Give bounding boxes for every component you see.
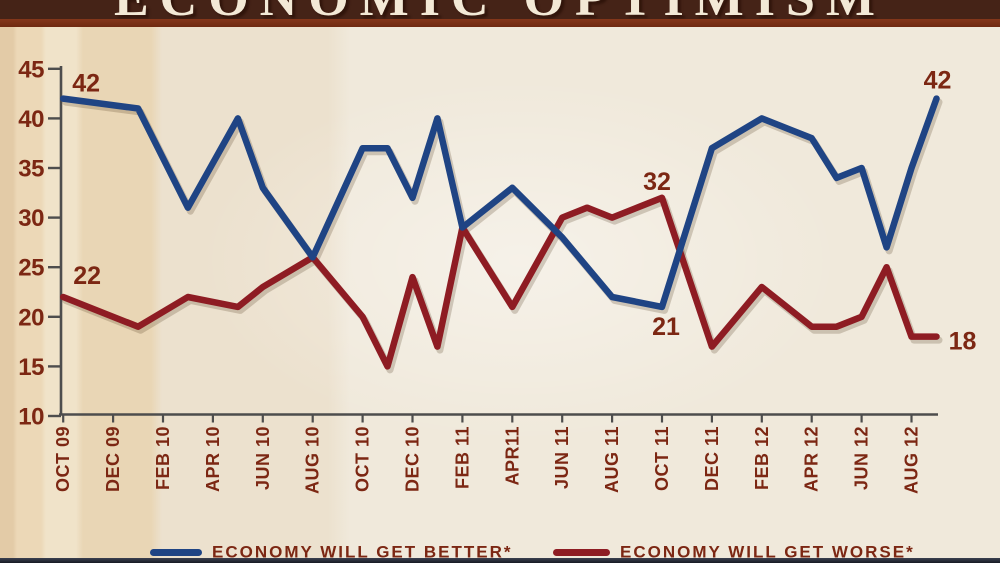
annotation-value: 21 [652,313,680,341]
x-tick-label: FEB 12 [752,426,772,490]
y-tick-label: 15 [18,354,44,381]
x-tick-label: DEC 11 [702,426,722,491]
x-tick-label: OCT 09 [53,426,73,492]
chart-legend: ECONOMY WILL GET BETTER* ECONOMY WILL GE… [0,543,1000,562]
x-tick-label: DEC 09 [103,426,123,492]
x-tick-label: JUN 10 [253,426,273,490]
x-tick-label: JUN 12 [852,426,872,490]
x-tick-label: DEC 10 [403,426,423,492]
annotation-value: 32 [643,168,671,196]
x-tick-label: APR11 [502,426,522,486]
annotation-value: 42 [924,67,952,95]
annotation-value: 22 [73,262,101,290]
series-line-worse [59,194,940,370]
x-tick-label: FEB 11 [452,426,472,489]
series-line-better [59,95,940,311]
legend-swatch-better [150,549,202,556]
series-shadow [62,197,943,374]
annotation-value: 42 [72,70,100,98]
legend-label-better: ECONOMY WILL GET BETTER* [212,543,513,562]
y-tick-label: 40 [18,106,44,133]
legend-label-worse: ECONOMY WILL GET WORSE* [620,543,915,562]
x-tick-label: AUG 10 [303,426,323,494]
y-tick-label: 30 [18,205,44,232]
x-tick-label: APR 10 [203,426,223,492]
bottom-edge-strip [0,558,1000,563]
y-tick-label: 20 [18,304,44,331]
title-banner: ECONOMIC OPTIMISM [0,0,1000,19]
annotation-value: 18 [949,328,977,356]
x-tick-label: JUN 11 [552,426,572,489]
banner-accent-strip [0,19,1000,27]
page-title: ECONOMIC OPTIMISM [0,0,1000,19]
y-tick-label: 25 [18,255,44,282]
y-tick-label: 35 [18,156,44,183]
x-tick-label: OCT 11 [652,426,672,491]
y-tick-label: 10 [18,404,44,431]
y-tick-label: 45 [18,56,44,83]
x-tick-label: FEB 10 [153,426,173,490]
x-tick-label: OCT 10 [353,426,373,492]
legend-swatch-worse [553,549,610,556]
x-tick-label: AUG 11 [602,426,622,493]
x-tick-label: APR 12 [802,426,822,492]
x-tick-label: AUG 12 [902,426,922,494]
